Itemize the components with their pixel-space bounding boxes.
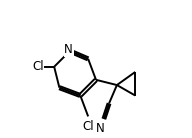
- Text: Cl: Cl: [82, 120, 94, 133]
- Text: N: N: [96, 122, 104, 135]
- Text: Cl: Cl: [32, 60, 44, 73]
- Text: N: N: [64, 43, 73, 56]
